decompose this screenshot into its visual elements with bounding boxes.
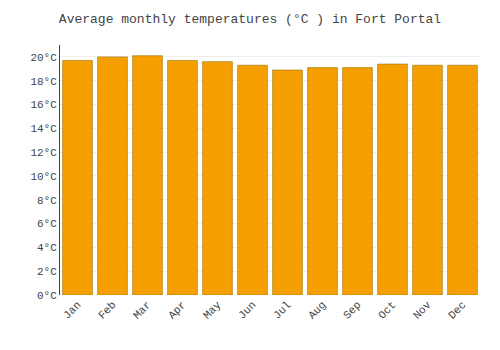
svg-text:Nov: Nov: [411, 299, 434, 322]
svg-text:Sep: Sep: [341, 299, 363, 321]
svg-text:Jun: Jun: [236, 299, 258, 321]
svg-text:Feb: Feb: [96, 299, 118, 321]
svg-text:Mar: Mar: [131, 299, 153, 321]
svg-text:0°C: 0°C: [37, 290, 57, 302]
svg-text:14°C: 14°C: [30, 123, 57, 135]
svg-text:May: May: [201, 299, 224, 322]
svg-text:20°C: 20°C: [30, 52, 57, 64]
svg-text:18°C: 18°C: [30, 76, 57, 88]
svg-text:Dec: Dec: [446, 299, 468, 321]
svg-text:Jan: Jan: [61, 299, 83, 321]
svg-text:2°C: 2°C: [37, 266, 57, 278]
svg-text:10°C: 10°C: [30, 171, 57, 183]
svg-text:Average monthly temperatures (: Average monthly temperatures (°C ) in Fo…: [59, 12, 441, 27]
svg-text:Oct: Oct: [376, 299, 398, 321]
svg-text:4°C: 4°C: [37, 242, 57, 254]
svg-text:6°C: 6°C: [37, 218, 57, 230]
svg-text:Apr: Apr: [166, 299, 188, 321]
svg-text:16°C: 16°C: [30, 99, 57, 111]
svg-text:Jul: Jul: [271, 299, 293, 321]
svg-text:8°C: 8°C: [37, 195, 57, 207]
svg-text:Aug: Aug: [306, 299, 328, 321]
svg-text:12°C: 12°C: [30, 147, 57, 159]
